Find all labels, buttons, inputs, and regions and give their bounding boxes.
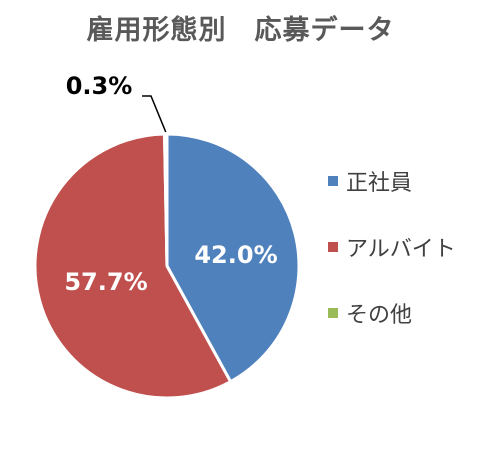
- pie-slice-arubaito: [33, 132, 233, 400]
- legend-swatch-arubaito: [328, 242, 338, 252]
- legend-swatch-sonota: [328, 308, 338, 318]
- pie-slice-seishain: [165, 132, 301, 384]
- data-label-seishain: 42.0%: [194, 241, 277, 269]
- data-label-sonota: 0.3%: [66, 72, 133, 100]
- chart-title: 雇用形態別 応募データ: [86, 15, 395, 46]
- pie-slice-sonota: [162, 132, 169, 267]
- legend-item-sonota: その他: [328, 297, 412, 329]
- data-label-arubaito: 57.7%: [64, 268, 147, 296]
- legend-label-sonota: その他: [346, 303, 413, 328]
- legend-swatch-seishain: [328, 176, 338, 186]
- leader-line-sonota: [142, 95, 167, 133]
- legend-label-arubaito: アルバイト: [346, 237, 456, 262]
- legend-item-seishain: 正社員: [328, 165, 412, 197]
- legend-item-arubaito: アルバイト: [328, 231, 456, 263]
- legend-label-seishain: 正社員: [346, 171, 413, 196]
